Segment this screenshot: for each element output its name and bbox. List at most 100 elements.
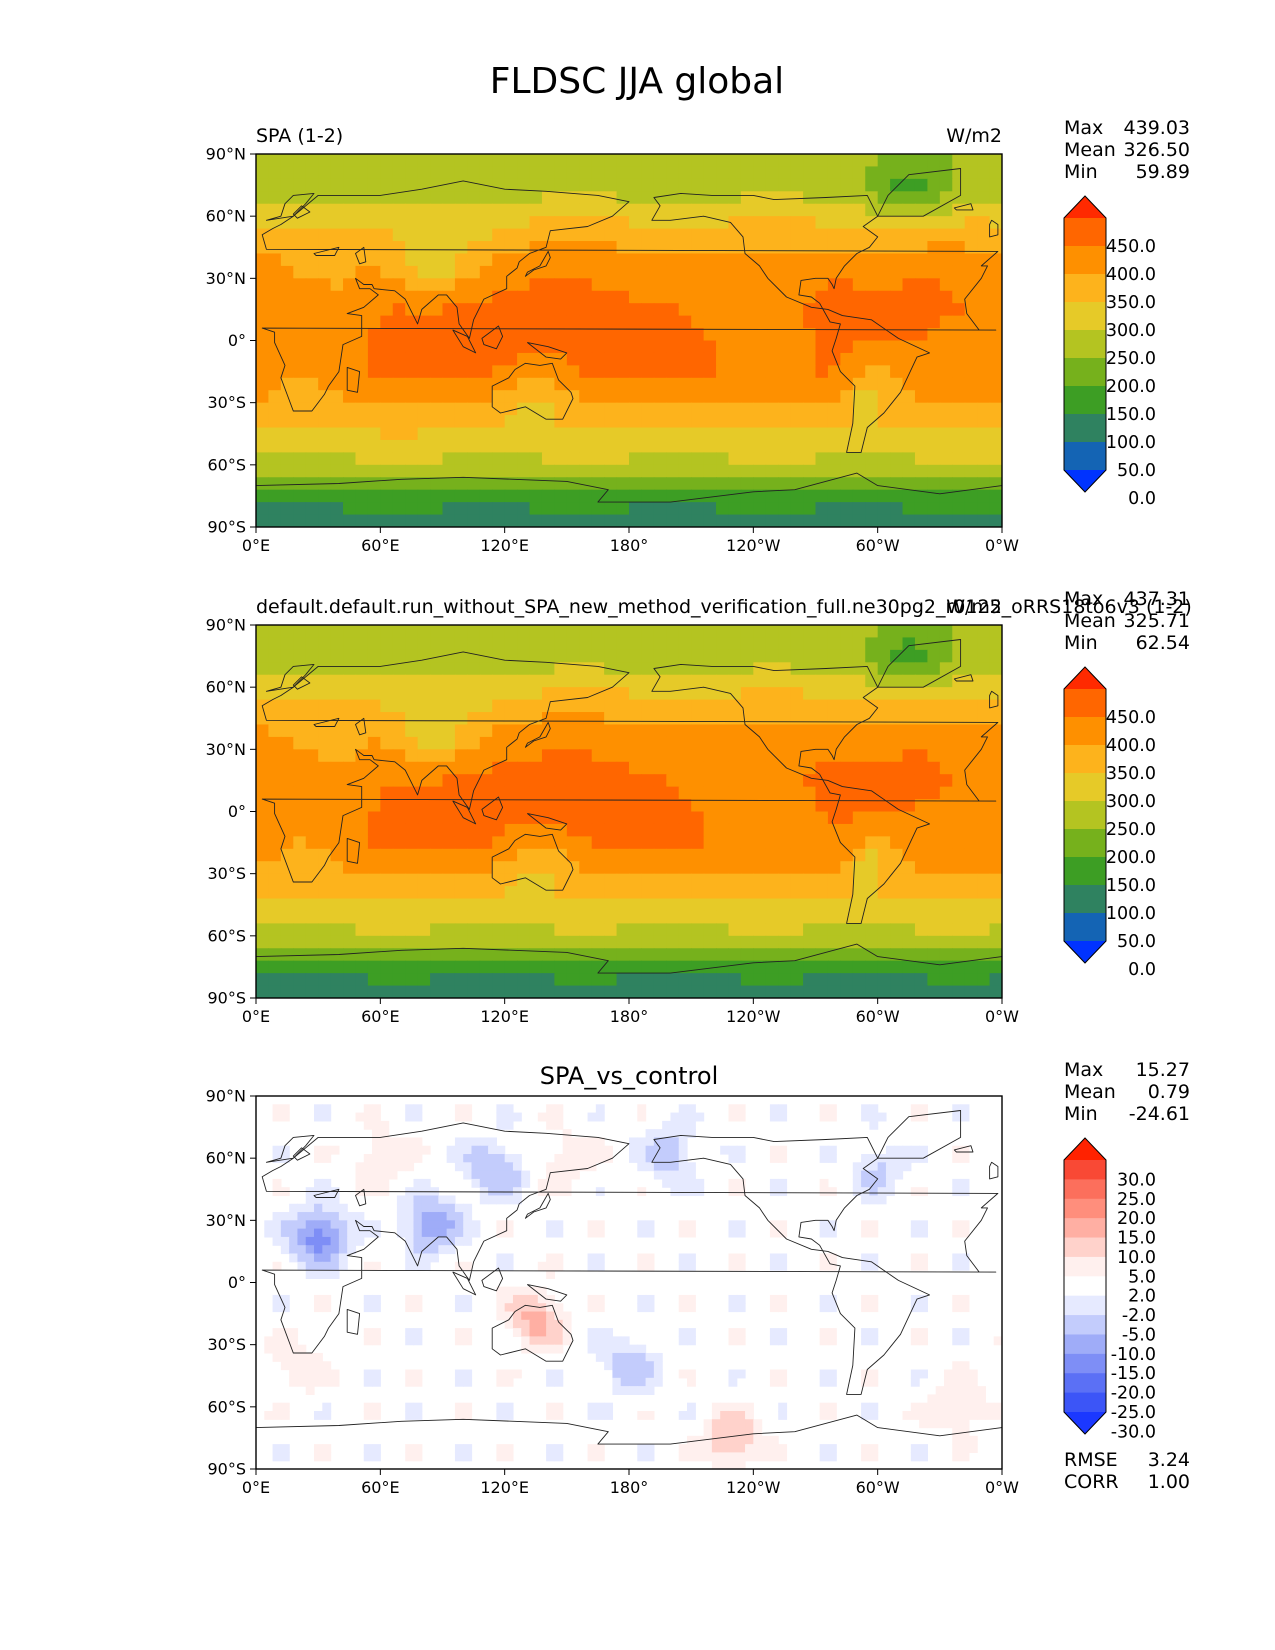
field-cell — [778, 203, 792, 217]
field-cell — [554, 786, 568, 800]
field-cell — [629, 390, 643, 404]
field-cell — [616, 216, 630, 230]
field-cell — [305, 228, 319, 242]
field-cell — [653, 761, 667, 775]
field-cell — [703, 1427, 713, 1437]
field-cell — [471, 1228, 481, 1238]
field-cell — [914, 402, 928, 416]
field-cell — [877, 985, 891, 998]
field-cell — [653, 848, 667, 862]
field-cell — [910, 1444, 920, 1454]
field-cell — [314, 1377, 323, 1387]
field-cell — [529, 935, 543, 949]
field-cell — [952, 365, 966, 379]
field-cell — [728, 303, 742, 317]
field-cell — [595, 1154, 605, 1163]
field-cell — [579, 191, 593, 205]
field-cell — [740, 315, 754, 329]
field-cell — [256, 948, 270, 962]
field-cell — [778, 674, 792, 688]
field-cell — [504, 1377, 514, 1387]
field-cell — [736, 1178, 746, 1188]
field-cell — [604, 203, 618, 217]
field-cell — [641, 427, 655, 441]
field-cell — [977, 811, 991, 825]
field-cell — [479, 625, 493, 639]
lake-outline — [355, 1188, 367, 1207]
field-cell — [952, 811, 966, 825]
field-cell — [372, 1303, 381, 1313]
field-cell — [467, 662, 481, 676]
field-cell — [380, 439, 394, 453]
stat-value: 439.03 — [1124, 117, 1190, 139]
field-cell — [554, 712, 568, 726]
field-cell — [852, 637, 866, 651]
field-cell — [430, 960, 444, 974]
field-cell — [264, 1336, 274, 1346]
field-cell — [256, 625, 270, 639]
colorbar-segment — [1064, 442, 1106, 471]
field-cell — [479, 228, 493, 242]
field-cell — [716, 848, 730, 862]
field-cell — [827, 1154, 837, 1163]
field-cell — [678, 154, 692, 168]
field-cell — [343, 910, 357, 924]
field-cell — [964, 290, 978, 304]
field-cell — [939, 873, 953, 887]
coastline — [524, 250, 551, 277]
field-cell — [517, 985, 531, 998]
field-cell — [964, 799, 978, 813]
field-cell — [492, 662, 506, 676]
field-cell — [819, 1294, 829, 1304]
field-cell — [591, 848, 605, 862]
field-cell — [612, 1369, 622, 1379]
field-cell — [827, 452, 841, 466]
field-cell — [716, 935, 730, 949]
field-cell — [616, 241, 630, 255]
field-cell — [330, 1220, 340, 1230]
field-cell — [517, 811, 531, 825]
field-cell — [629, 985, 643, 998]
field-cell — [960, 1261, 970, 1271]
field-cell — [554, 1410, 564, 1420]
field-cell — [910, 1294, 920, 1304]
field-cell — [939, 216, 953, 230]
field-cell — [367, 216, 381, 230]
field-cell — [396, 1154, 406, 1163]
field-cell — [305, 1203, 315, 1213]
field-cell — [318, 464, 332, 478]
field-cell — [678, 253, 692, 267]
field-cell — [529, 786, 543, 800]
field-cell — [927, 985, 941, 998]
field-cell — [865, 514, 879, 527]
field-cell — [964, 662, 978, 676]
field-cell — [256, 452, 270, 466]
field-cell — [778, 1220, 788, 1230]
field-cell — [517, 315, 531, 329]
field-cell — [454, 1402, 464, 1412]
field-cell — [728, 1228, 738, 1238]
field-cell — [753, 427, 767, 441]
field-cell — [268, 303, 282, 317]
field-cell — [272, 1303, 282, 1313]
field-cell — [778, 649, 792, 663]
field-cell — [268, 712, 282, 726]
field-cell — [778, 502, 792, 516]
field-cell — [790, 166, 804, 180]
field-cell — [405, 203, 419, 217]
field-cell — [815, 477, 829, 491]
field-cell — [728, 985, 742, 998]
field-cell — [566, 352, 580, 366]
field-cell — [463, 1228, 473, 1238]
field-cell — [604, 502, 618, 516]
field-cell — [740, 637, 754, 651]
field-cell — [827, 253, 841, 267]
stat-value: 62.54 — [1136, 632, 1190, 654]
field-cell — [877, 191, 891, 205]
field-cell — [405, 674, 419, 688]
field-cell — [840, 514, 854, 527]
field-cell — [554, 774, 568, 788]
field-cell — [454, 625, 468, 639]
field-cell — [343, 166, 357, 180]
panel-title-left: default.default.run_without_SPA_new_meth… — [256, 596, 1192, 618]
